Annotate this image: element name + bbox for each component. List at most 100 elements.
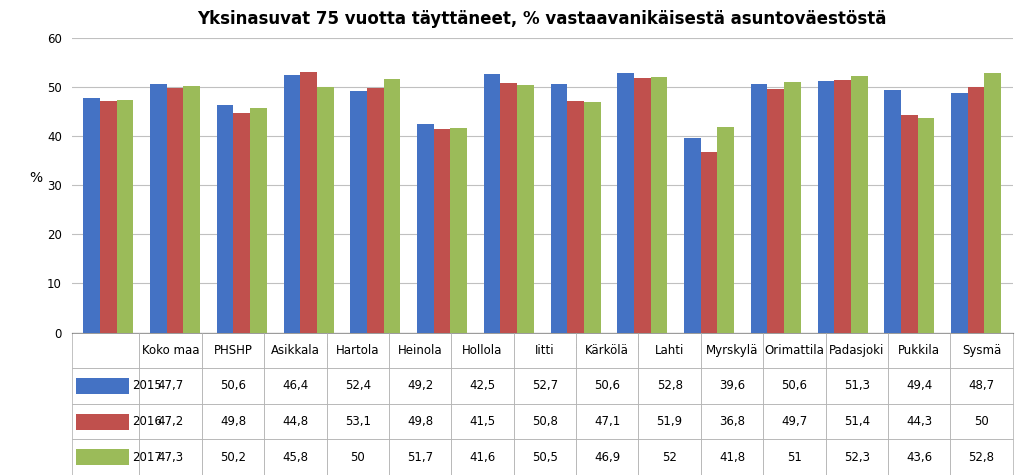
Bar	[264, 404, 326, 439]
Text: 49,8: 49,8	[220, 415, 246, 428]
Bar	[888, 404, 950, 439]
Text: 48,7: 48,7	[969, 380, 994, 392]
Bar	[785, 82, 801, 332]
Text: 52,7: 52,7	[532, 380, 558, 392]
Bar	[100, 101, 117, 332]
Text: Hollola: Hollola	[462, 344, 502, 357]
Text: 51,7: 51,7	[407, 451, 433, 464]
Text: 2015: 2015	[132, 380, 162, 392]
Bar	[576, 439, 638, 475]
Text: 42,5: 42,5	[470, 380, 495, 392]
Text: 36,8: 36,8	[719, 415, 745, 428]
Text: 47,7: 47,7	[158, 380, 184, 392]
Bar	[514, 368, 576, 404]
Bar	[484, 74, 500, 332]
Text: 47,3: 47,3	[158, 451, 184, 464]
Bar	[167, 88, 183, 332]
Text: 50: 50	[974, 415, 989, 428]
Text: Kärkölä: Kärkölä	[585, 344, 629, 357]
Text: 50,2: 50,2	[220, 451, 246, 464]
Text: 49,2: 49,2	[407, 380, 433, 392]
Text: 2016: 2016	[132, 415, 162, 428]
Text: 50,6: 50,6	[782, 380, 807, 392]
Bar	[576, 404, 638, 439]
Bar	[350, 91, 367, 332]
Bar	[817, 81, 834, 332]
Bar	[826, 439, 888, 475]
Text: Orimattila: Orimattila	[764, 344, 825, 357]
Bar	[826, 404, 888, 439]
Bar	[300, 72, 317, 332]
Text: 49,7: 49,7	[782, 415, 807, 428]
Text: 41,8: 41,8	[719, 451, 745, 464]
Bar	[763, 404, 826, 439]
Bar	[888, 439, 950, 475]
Bar	[634, 78, 651, 332]
Text: 2017: 2017	[132, 451, 162, 464]
Bar	[367, 88, 384, 332]
Bar	[264, 368, 326, 404]
Bar	[951, 94, 968, 332]
Bar	[638, 439, 701, 475]
Text: 45,8: 45,8	[282, 451, 308, 464]
Bar	[72, 439, 139, 475]
Bar	[826, 368, 888, 404]
Bar	[283, 76, 300, 332]
Text: 51,3: 51,3	[844, 380, 870, 392]
Bar	[851, 76, 868, 332]
Bar	[717, 127, 735, 332]
Bar	[638, 404, 701, 439]
Text: PHSHP: PHSHP	[214, 344, 253, 357]
Bar	[617, 73, 634, 332]
Bar	[72, 404, 139, 439]
Bar	[834, 80, 851, 332]
Bar	[202, 368, 264, 404]
Bar	[950, 368, 1013, 404]
Bar	[701, 332, 763, 368]
Bar	[317, 87, 333, 332]
Bar	[584, 102, 601, 332]
Text: 50,6: 50,6	[594, 380, 620, 392]
Text: 51,4: 51,4	[844, 415, 870, 428]
Bar	[251, 108, 267, 332]
Bar	[576, 332, 638, 368]
Bar	[77, 414, 129, 429]
Bar	[701, 439, 763, 475]
Bar	[576, 368, 638, 404]
Bar	[901, 115, 918, 332]
Bar	[514, 332, 576, 368]
Bar	[264, 439, 326, 475]
Bar	[264, 332, 326, 368]
Bar	[389, 368, 451, 404]
Bar	[451, 404, 514, 439]
Bar	[434, 129, 450, 332]
Bar	[638, 332, 701, 368]
Bar	[183, 86, 201, 332]
Bar	[968, 87, 984, 332]
Text: 51,9: 51,9	[657, 415, 682, 428]
Bar	[83, 98, 100, 332]
Bar	[139, 332, 202, 368]
Text: 52,8: 52,8	[969, 451, 994, 464]
Text: 50,8: 50,8	[532, 415, 558, 428]
Bar	[763, 332, 826, 368]
Text: 52: 52	[662, 451, 677, 464]
Bar	[77, 378, 129, 394]
Text: 51: 51	[787, 451, 802, 464]
Text: 47,2: 47,2	[158, 415, 184, 428]
Bar	[139, 439, 202, 475]
Bar	[638, 368, 701, 404]
Bar	[72, 368, 139, 404]
Text: 41,6: 41,6	[470, 451, 495, 464]
Text: 44,3: 44,3	[906, 415, 932, 428]
Bar	[550, 84, 567, 332]
Text: 49,4: 49,4	[906, 380, 932, 392]
Bar	[72, 332, 139, 368]
Bar	[77, 449, 129, 465]
Text: Pukkila: Pukkila	[898, 344, 940, 357]
Bar	[326, 439, 389, 475]
Bar	[217, 105, 233, 332]
Text: Hartola: Hartola	[336, 344, 380, 357]
Bar	[518, 85, 534, 332]
Bar	[888, 368, 950, 404]
